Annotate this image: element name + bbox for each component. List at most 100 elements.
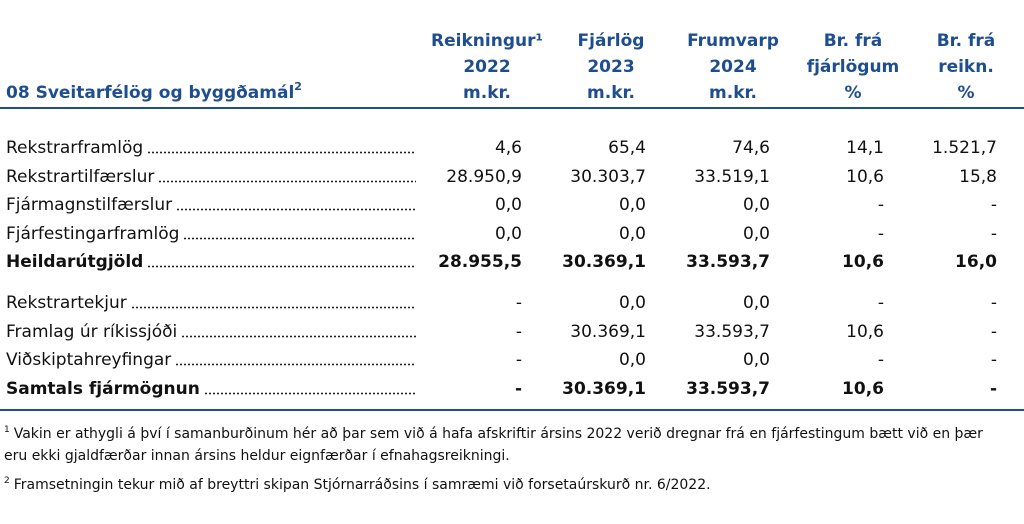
row-label: Framlag úr ríkissjóði	[6, 317, 416, 346]
cell-value: 0,0	[494, 223, 522, 244]
row-label-text: Rekstrartekjur	[6, 293, 127, 313]
row-label: Fjármagnstilfærslur	[6, 191, 416, 219]
cell-value: 0,0	[618, 195, 646, 216]
cell-value: -	[515, 293, 522, 313]
cell-value: -	[877, 223, 884, 244]
cell-value: 0,0	[742, 293, 770, 313]
footnote-line: 2 Framsetningin tekur mið af breyttri ski…	[4, 470, 711, 496]
cell-value: 0,0	[742, 195, 770, 216]
cell-value: 30.303,7	[570, 166, 646, 187]
table-title-wrap: 08 Sveitarfélög og byggðamál2	[6, 80, 302, 103]
cell-value: -	[515, 321, 522, 342]
title-note: 2	[294, 80, 302, 93]
row-label-text: Framlag úr ríkissjóði	[6, 321, 178, 342]
footnote: 1 Vakin er athygli á því í samanburðinum …	[4, 419, 983, 467]
row-label-text: Rekstrarframlög	[6, 138, 144, 158]
footnote-text: eru ekki gjaldfærðar innan ársins heldur…	[4, 448, 510, 464]
cell-value: 1.521,7	[932, 138, 997, 158]
dot-leader	[147, 248, 416, 269]
dot-leader	[176, 191, 416, 212]
row-label: Rekstrartekjur	[6, 289, 416, 317]
column-header-line: Reikningur¹	[431, 31, 543, 51]
dot-leader	[147, 134, 416, 154]
cell-value: -	[877, 195, 884, 216]
table-title: 08 Sveitarfélög og byggðamál	[6, 83, 295, 103]
column-header-line: m.kr.	[463, 83, 511, 103]
cell-value: -	[990, 293, 997, 313]
row-label: Heildarútgjöld	[6, 248, 416, 276]
cell-value: 0,0	[742, 350, 770, 371]
row-label: Rekstrarframlög	[6, 134, 416, 162]
footnote-text: Vakin er athygli á því í samanburðinum h…	[13, 426, 983, 442]
row-label-text: Fjármagnstilfærslur	[6, 195, 173, 216]
column-header-line: Frumvarp	[687, 31, 779, 51]
row-label: Viðskiptahreyfingar	[6, 346, 416, 374]
dot-leader	[158, 162, 416, 183]
column-header-line: 2022	[463, 57, 511, 77]
footnote-line: 1 Vakin er athygli á því í samanburðinum …	[4, 419, 983, 445]
footnote: 2 Framsetningin tekur mið af breyttri ski…	[4, 470, 711, 496]
footnote-line: eru ekki gjaldfærðar innan ársins heldur…	[4, 445, 983, 467]
column-header: Reikningur¹ 2022 m.kr.	[417, 28, 557, 106]
cell-value: 30.369,1	[562, 378, 646, 399]
cell-value: 33.519,1	[694, 166, 770, 187]
row-label: Samtals fjármögnun	[6, 374, 416, 403]
column-header-line: %	[844, 83, 862, 103]
column-header-line: %	[957, 83, 975, 103]
row-label-text: Rekstrartilfærslur	[6, 166, 155, 187]
cell-value: 0,0	[618, 293, 646, 313]
cell-value: 28.955,5	[438, 252, 522, 273]
column-header-line: m.kr.	[709, 83, 757, 103]
cell-value: -	[514, 378, 522, 399]
column-header: Frumvarp 2024 m.kr.	[663, 28, 803, 106]
column-header-line: Br. frá	[936, 31, 996, 51]
cell-value: 10,6	[846, 166, 884, 187]
cell-value: 74,6	[732, 138, 770, 158]
cell-value: -	[515, 350, 522, 371]
header-rule	[0, 107, 1024, 109]
column-header-line: m.kr.	[587, 83, 635, 103]
cell-value: -	[990, 321, 997, 342]
column-header-line: 2024	[709, 57, 757, 77]
dot-leader	[181, 317, 416, 338]
row-label-text: Viðskiptahreyfingar	[6, 350, 172, 371]
column-header-line: 2023	[587, 57, 635, 77]
cell-value: 10,6	[842, 378, 884, 399]
cell-value: 10,6	[846, 321, 884, 342]
dot-leader	[130, 289, 416, 309]
dot-leader	[203, 374, 416, 395]
cell-value: 15,8	[959, 166, 997, 187]
column-header-line: fjárlögum	[806, 57, 900, 77]
column-header: Br. frá reikn.%	[896, 28, 1024, 106]
row-label-text: Samtals fjármögnun	[6, 378, 200, 399]
cell-value: 0,0	[494, 195, 522, 216]
cell-value: 14,1	[846, 138, 884, 158]
column-header: Br. frá fjárlögum%	[783, 28, 923, 106]
row-label-text: Fjárfestingarframlög	[6, 223, 180, 244]
footer-rule	[0, 409, 1024, 411]
cell-value: 65,4	[608, 138, 646, 158]
footnote-mark: 1	[4, 425, 10, 435]
row-label: Rekstrartilfærslur	[6, 162, 416, 191]
column-header-line: Fjárlög	[577, 31, 645, 51]
cell-value: 4,6	[494, 138, 522, 158]
cell-value: 33.593,7	[694, 321, 770, 342]
cell-value: -	[877, 293, 884, 313]
cell-value: 30.369,1	[562, 252, 646, 273]
cell-value: 10,6	[842, 252, 884, 273]
column-header-line: reikn.	[938, 57, 994, 77]
footnote-text: Framsetningin tekur mið af breyttri skip…	[13, 477, 711, 493]
cell-value: -	[990, 350, 997, 371]
cell-value: 0,0	[742, 223, 770, 244]
column-header-line: Br. frá	[823, 31, 883, 51]
cell-value: 28.950,9	[446, 166, 522, 187]
cell-value: 0,0	[618, 223, 646, 244]
cell-value: 16,0	[955, 252, 997, 273]
cell-value: 33.593,7	[686, 252, 770, 273]
cell-value: -	[877, 350, 884, 371]
cell-value: 33.593,7	[686, 378, 770, 399]
cell-value: 0,0	[618, 350, 646, 371]
column-header: Fjárlög 2023 m.kr.	[541, 28, 681, 106]
dot-leader	[183, 219, 416, 240]
